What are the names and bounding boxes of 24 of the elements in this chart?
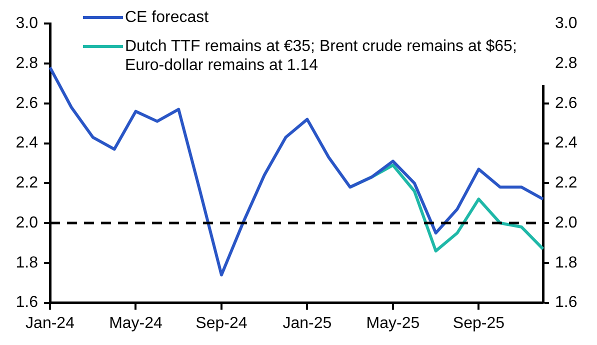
y2-tick-label: 1.8 (555, 254, 578, 272)
y-tick-label: 2.2 (16, 174, 38, 192)
legend-label: Dutch TTF remains at €35; Brent crude remains at $65; Euro-dollar remains at 1.14 (125, 37, 518, 75)
y2-tick-label: 2.0 (555, 214, 578, 232)
y2-tick-label: 3.0 (555, 15, 578, 32)
y2-tick-label: 2.6 (555, 94, 578, 112)
y-tick-label: 1.6 (16, 294, 38, 312)
y2-tick-label: 2.4 (555, 134, 578, 152)
x-tick-label: Sep-25 (452, 314, 505, 332)
y2-tick-label: 2.2 (555, 174, 578, 192)
x-tick-label: Sep-24 (196, 314, 248, 332)
x-tick-label: Jan-25 (282, 314, 332, 332)
y-tick-label: 2.0 (16, 214, 38, 232)
y-tick-label: 3.0 (16, 15, 38, 32)
x-tick-label: May-24 (109, 314, 163, 332)
y-tick-label: 2.6 (16, 94, 38, 112)
y-tick-label: 1.8 (16, 254, 38, 272)
legend-label: CE forecast (125, 8, 209, 27)
y2-tick-label: 2.8 (555, 54, 578, 72)
x-tick-label: May-25 (366, 314, 420, 332)
y-tick-label: 2.4 (16, 134, 38, 152)
y2-tick-label: 1.6 (555, 294, 578, 312)
x-tick-label: Jan-24 (26, 314, 75, 332)
y-tick-label: 2.8 (16, 54, 38, 72)
